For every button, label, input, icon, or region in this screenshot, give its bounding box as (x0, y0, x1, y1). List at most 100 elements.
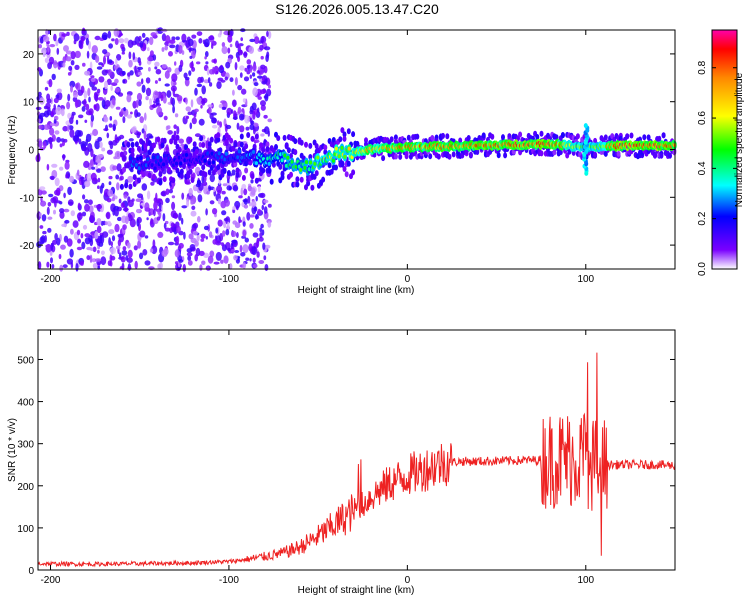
spectrogram-noise-blob (252, 257, 256, 263)
spectrogram-noise-blob (111, 97, 116, 106)
spectrogram-noise-blob (68, 65, 73, 71)
spectrogram-noise-blob (91, 45, 99, 54)
spectrogram-noise-blob (262, 242, 266, 250)
spectrogram-noise-blob (122, 246, 127, 251)
spectrogram-noise-blob (206, 67, 210, 76)
spectrogram-band-blob (152, 173, 156, 180)
spectrogram-noise-blob (89, 61, 93, 70)
spectrogram-noise-blob (59, 264, 64, 272)
spectrogram-noise-blob (252, 110, 256, 120)
spectrogram-noise-blob (105, 211, 111, 220)
spectrogram-noise-blob (182, 264, 186, 273)
spectrogram-band-blob (603, 134, 608, 141)
spectrogram-noise-blob (165, 197, 170, 204)
spectrogram-noise-blob (43, 141, 47, 149)
spectrogram-noise-blob (96, 218, 102, 226)
spectrogram-ridge-core (316, 155, 320, 160)
spectrogram-band-blob (254, 133, 259, 140)
spectrogram-band-blob (265, 141, 270, 148)
spectrogram-noise-blob (130, 111, 133, 115)
spectrogram-noise-blob (53, 60, 58, 69)
spectrogram-noise-blob (132, 52, 136, 61)
spectrogram-noise-blob (239, 125, 245, 133)
spectrogram-noise-blob (91, 166, 96, 170)
spectrogram-noise-blob (187, 255, 192, 261)
spectrogram-noise-blob (92, 263, 98, 269)
spectrogram-noise-blob (167, 241, 175, 246)
spectrogram-noise-blob (209, 174, 215, 183)
spectrogram-noise-blob (223, 255, 229, 264)
spectrogram-noise-blob (100, 256, 107, 266)
spectrogram-noise-blob (115, 174, 120, 180)
spectrogram-noise-blob (101, 147, 106, 152)
spectrogram-noise-blob (188, 233, 194, 240)
spectrogram-noise-blob (137, 240, 142, 249)
spectrogram-noise-blob (185, 97, 188, 105)
spectrogram-noise-blob (239, 244, 243, 253)
spectrogram-y-label: Frequency (Hz) (7, 116, 18, 185)
spectrogram-noise-blob (71, 111, 76, 116)
spectrogram-noise-blob (77, 202, 81, 210)
spectrogram-noise-blob (260, 104, 266, 111)
spectrogram-noise-blob (63, 208, 70, 213)
snr-y-tick-label: 500 (17, 355, 34, 366)
spectrogram-noise-blob (48, 193, 54, 198)
spectrogram-band-blob (321, 176, 326, 183)
spectrogram-noise-blob (63, 45, 69, 52)
spectrogram-noise-blob (97, 249, 100, 254)
spectrogram-noise-blob (240, 37, 243, 42)
spectrogram-noise-blob (238, 170, 242, 176)
spectrogram-noise-blob (249, 223, 254, 229)
spectrogram-noise-blob (183, 72, 188, 79)
spectrogram-noise-blob (52, 196, 59, 203)
spectrogram-noise-blob (84, 119, 88, 124)
spectrogram-noise-blob (226, 181, 231, 187)
spectrogram-noise-blob (104, 221, 108, 226)
spectrogram-band-blob (269, 178, 274, 185)
spectrogram-band-blob (657, 135, 662, 142)
spectrogram-band-blob (501, 134, 505, 141)
spectrogram-ridge-core (184, 153, 189, 157)
spectrogram-noise-blob (201, 98, 206, 106)
spectrogram-noise-blob (64, 161, 70, 170)
spectrogram-noise-blob (37, 261, 42, 270)
spectrogram-band-blob (276, 135, 281, 142)
spectrogram-noise-blob (196, 31, 203, 36)
spectrogram-ridge-core (146, 157, 150, 162)
spectrogram-band-blob (239, 141, 244, 148)
spectrogram-noise-blob (198, 38, 203, 44)
spectrogram-noise-blob (136, 112, 141, 117)
spectrogram-noise-blob (130, 127, 137, 134)
spectrogram-noise-blob (94, 258, 102, 262)
spectrogram-noise-blob (99, 141, 103, 148)
spectrogram-noise-blob (149, 135, 154, 139)
spectrogram-band-blob (436, 153, 441, 160)
spectrogram-noise-blob (242, 221, 246, 227)
spectrogram-noise-blob (244, 67, 248, 72)
spectrogram-noise-blob (42, 35, 50, 43)
spectrogram-noise-blob (62, 62, 66, 68)
spectrogram-noise-blob (136, 92, 143, 102)
spectrogram-noise-blob (82, 224, 88, 230)
spectrogram-noise-blob (245, 126, 250, 131)
spectrogram-noise-blob (223, 199, 230, 207)
spectrogram-noise-blob (93, 92, 99, 101)
spectrogram-noise-blob (152, 239, 156, 249)
spectrogram-noise-blob (201, 260, 206, 266)
spectrogram-noise-blob (53, 33, 57, 42)
spectrogram-band-blob (659, 152, 664, 159)
spectrogram-band-blob (167, 166, 171, 173)
spectrogram-band-blob (293, 138, 298, 145)
spectrogram-noise-blob (259, 227, 263, 233)
spectrogram-band-blob (265, 146, 270, 153)
spectrogram-noise-blob (175, 36, 180, 41)
spectrogram-noise-blob (217, 219, 223, 227)
spectrogram-noise-blob (243, 76, 250, 82)
spectrogram-noise-blob (249, 74, 252, 79)
spectrogram-noise-blob (81, 27, 86, 35)
spectrogram-band-blob (188, 168, 193, 175)
spectrogram-band-blob (130, 147, 135, 154)
spectrogram-band-blob (233, 141, 238, 148)
spectrogram-noise-blob (120, 202, 126, 209)
